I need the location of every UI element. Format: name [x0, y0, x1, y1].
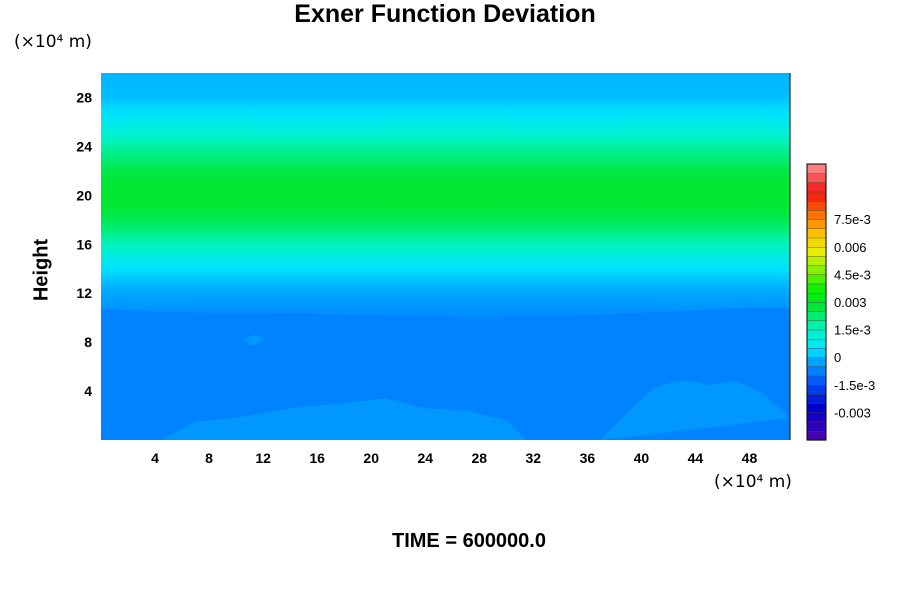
- colorbar-tick-label: 0: [834, 350, 841, 365]
- colorbar-band: [806, 292, 827, 303]
- colorbar-band: [806, 265, 827, 276]
- colorbar-band: [806, 163, 827, 174]
- x-tick-label: 44: [688, 450, 704, 466]
- colorbar-tick-label: -0.003: [834, 405, 871, 420]
- contour-region-lower-0: [101, 307, 790, 440]
- y-tick-label: 24: [76, 138, 92, 154]
- colorbar-band: [806, 393, 827, 404]
- colorbar-band: [806, 311, 827, 322]
- x-tick-label: 24: [417, 450, 433, 466]
- colorbar-band: [806, 347, 827, 358]
- colorbar-tick-label: 0.006: [834, 240, 867, 255]
- colorbar-band: [806, 274, 827, 285]
- colorbar-band: [806, 255, 827, 266]
- x-tick-label: 16: [309, 450, 325, 466]
- colorbar-tick-label: 1.5e-3: [834, 323, 871, 338]
- colorbar-band: [806, 172, 827, 183]
- x-axis-unit: (×10⁴ m): [714, 472, 792, 492]
- contour-region-2: [600, 380, 790, 440]
- colorbar-tick-label: 7.5e-3: [834, 212, 871, 227]
- colorbar-band: [806, 421, 827, 432]
- y-tick-label: 20: [76, 187, 92, 203]
- colorbar: -0.003 -1.5e-3 0 1.5e-3 0.003 4.5e-3 0.006 7.5e…: [806, 163, 875, 441]
- colorbar-band: [806, 338, 827, 349]
- colorbar-tick-label: 4.5e-3: [834, 267, 871, 282]
- colorbar-tick-label: 0.003: [834, 295, 867, 310]
- x-tick-label: 4: [151, 450, 159, 466]
- contour-features: [101, 307, 790, 440]
- x-tick-label: 32: [526, 450, 542, 466]
- colorbar-band: [806, 191, 827, 202]
- y-tick-label: 12: [76, 285, 92, 301]
- colorbar-band: [806, 283, 827, 294]
- time-annotation: TIME = 600000.0: [392, 530, 546, 552]
- colorbar-band: [806, 329, 827, 340]
- y-axis-unit: (×10⁴ m): [14, 32, 92, 52]
- chart-title: Exner Function Deviation: [294, 0, 596, 28]
- x-tick-label: 36: [580, 450, 596, 466]
- y-tick-label: 8: [84, 334, 92, 350]
- colorbar-band: [806, 403, 827, 414]
- x-tick-label: 28: [471, 450, 487, 466]
- colorbar-band: [806, 384, 827, 395]
- colorbar-band: [806, 412, 827, 423]
- colorbar-band: [806, 218, 827, 229]
- x-tick-label: 20: [363, 450, 379, 466]
- colorbar-band: [806, 320, 827, 331]
- colorbar-band: [806, 228, 827, 239]
- colorbar-band: [806, 375, 827, 386]
- contour-region-1: [161, 398, 527, 440]
- colorbar-band: [806, 237, 827, 248]
- colorbar-band: [806, 182, 827, 193]
- contour-region-3: [241, 334, 266, 346]
- colorbar-band: [806, 357, 827, 368]
- colorbar-band: [806, 366, 827, 377]
- colorbar-band: [806, 246, 827, 257]
- y-tick-label: 28: [76, 89, 92, 105]
- x-tick-label: 8: [205, 450, 213, 466]
- colorbar-tick-label: -1.5e-3: [834, 378, 875, 393]
- y-tick-label: 4: [84, 383, 92, 399]
- x-tick-label: 40: [634, 450, 650, 466]
- colorbar-band: [806, 209, 827, 220]
- colorbar-band: [806, 200, 827, 211]
- y-tick-label: 16: [76, 236, 92, 252]
- colorbar-band: [806, 301, 827, 312]
- x-tick-label: 48: [742, 450, 758, 466]
- colorbar-band: [806, 430, 827, 441]
- x-tick-label: 12: [255, 450, 271, 466]
- colorbar-frame: [806, 163, 827, 441]
